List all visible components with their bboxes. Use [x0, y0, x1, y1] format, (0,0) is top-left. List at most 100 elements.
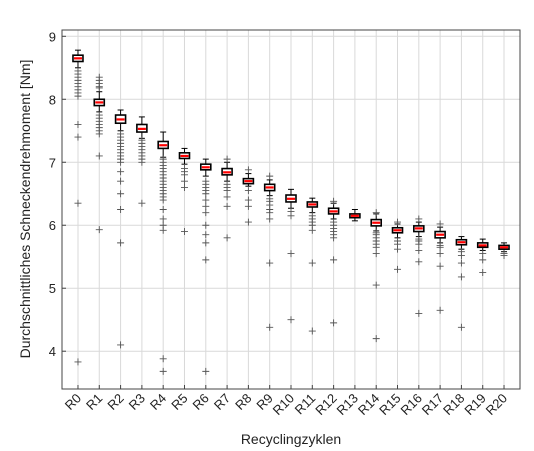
outlier-point [394, 265, 402, 273]
outlier-point [330, 234, 338, 242]
outlier-point [308, 327, 316, 335]
x-tick-label: R7 [211, 391, 233, 413]
outlier-point [202, 231, 210, 239]
outlier-point [287, 316, 295, 324]
outlier-point [117, 168, 125, 176]
box-R11 [306, 197, 319, 335]
outlier-point [95, 226, 103, 234]
outlier-point [244, 166, 252, 174]
outlier-point [372, 335, 380, 343]
y-tick-label: 5 [49, 281, 56, 296]
box-R15 [391, 218, 404, 273]
outlier-point [394, 245, 402, 253]
outlier-point [223, 234, 231, 242]
y-tick-label: 9 [49, 29, 56, 44]
outlier-point [202, 239, 210, 247]
box-R0 [72, 49, 84, 366]
x-tick-label: R4 [147, 391, 169, 413]
box-R10 [285, 188, 297, 324]
outlier-point [202, 190, 210, 198]
outlier-point [202, 209, 210, 217]
outlier-point [159, 355, 167, 363]
x-tick-label: R6 [190, 391, 212, 413]
box-R12 [327, 197, 340, 327]
outlier-point [223, 193, 231, 201]
y-tick-label: 7 [49, 155, 56, 170]
x-tick-label: R3 [126, 391, 148, 413]
outlier-point [223, 202, 231, 210]
outlier-point [266, 215, 274, 223]
outlier-point [74, 199, 82, 207]
outlier-point [330, 256, 338, 264]
box-R7 [221, 155, 233, 242]
outlier-point [266, 209, 274, 217]
outlier-point [117, 239, 125, 247]
y-axis-title: Durchschnittliches Schneckendrehmoment [… [17, 60, 33, 359]
outlier-point [415, 309, 423, 317]
outlier-point [287, 212, 295, 220]
outlier-point [457, 273, 465, 281]
outlier-point [372, 281, 380, 289]
outlier-point [244, 196, 252, 204]
outlier-point [202, 196, 210, 204]
box-R3 [136, 116, 148, 207]
box-R17 [434, 220, 446, 314]
outlier-point [95, 130, 103, 138]
outlier-point [457, 251, 465, 259]
box-R9 [263, 172, 276, 331]
x-tick-label: R5 [168, 391, 190, 413]
outlier-point [415, 258, 423, 266]
outlier-point [180, 228, 188, 236]
boxes [72, 49, 510, 375]
outlier-point [74, 133, 82, 141]
outlier-point [436, 243, 444, 251]
outlier-point [138, 158, 146, 166]
outlier-point [202, 202, 210, 210]
outlier-point [394, 218, 402, 226]
outlier-point [266, 172, 274, 180]
outlier-point [74, 358, 82, 366]
outlier-point [457, 323, 465, 331]
outlier-point [95, 152, 103, 160]
y-ticks: 4 5 6 7 8 9 [49, 29, 66, 359]
outlier-point [117, 190, 125, 198]
x-tick-label: R8 [232, 391, 254, 413]
box-R13 [349, 209, 361, 222]
outlier-point [95, 84, 103, 92]
outlier-point [479, 268, 487, 276]
outlier-point [372, 250, 380, 258]
outlier-point [159, 196, 167, 204]
outlier-point [159, 367, 167, 375]
outlier-point [308, 259, 316, 267]
outlier-point [202, 367, 210, 375]
outlier-point [244, 202, 252, 210]
outlier-point [117, 177, 125, 185]
outlier-point [457, 259, 465, 267]
x-tick-label: R20 [483, 391, 510, 418]
outlier-point [244, 218, 252, 226]
outlier-point [223, 155, 231, 163]
outlier-point [74, 120, 82, 128]
outlier-point [372, 243, 380, 251]
outlier-point [479, 256, 487, 264]
box-R8 [242, 166, 255, 226]
outlier-point [436, 306, 444, 314]
outlier-point [330, 197, 338, 205]
outlier-point [159, 226, 167, 234]
x-axis-title: Recyclingzyklen [241, 431, 341, 447]
box-R20 [498, 242, 510, 259]
box-R14 [370, 209, 383, 343]
outlier-point [74, 92, 82, 100]
x-ticks: R0R1R2R3R4R5R6R7R8R9R10R11R12R13R14R15R1… [62, 385, 510, 418]
outlier-point [266, 259, 274, 267]
outlier-point [372, 209, 380, 217]
outlier-point [138, 199, 146, 207]
outlier-point [436, 220, 444, 228]
box-R1 [93, 73, 106, 234]
box-R18 [455, 236, 468, 331]
outlier-point [479, 250, 487, 258]
outlier-point [244, 187, 252, 195]
box-R5 [178, 147, 191, 236]
outlier-point [159, 206, 167, 213]
